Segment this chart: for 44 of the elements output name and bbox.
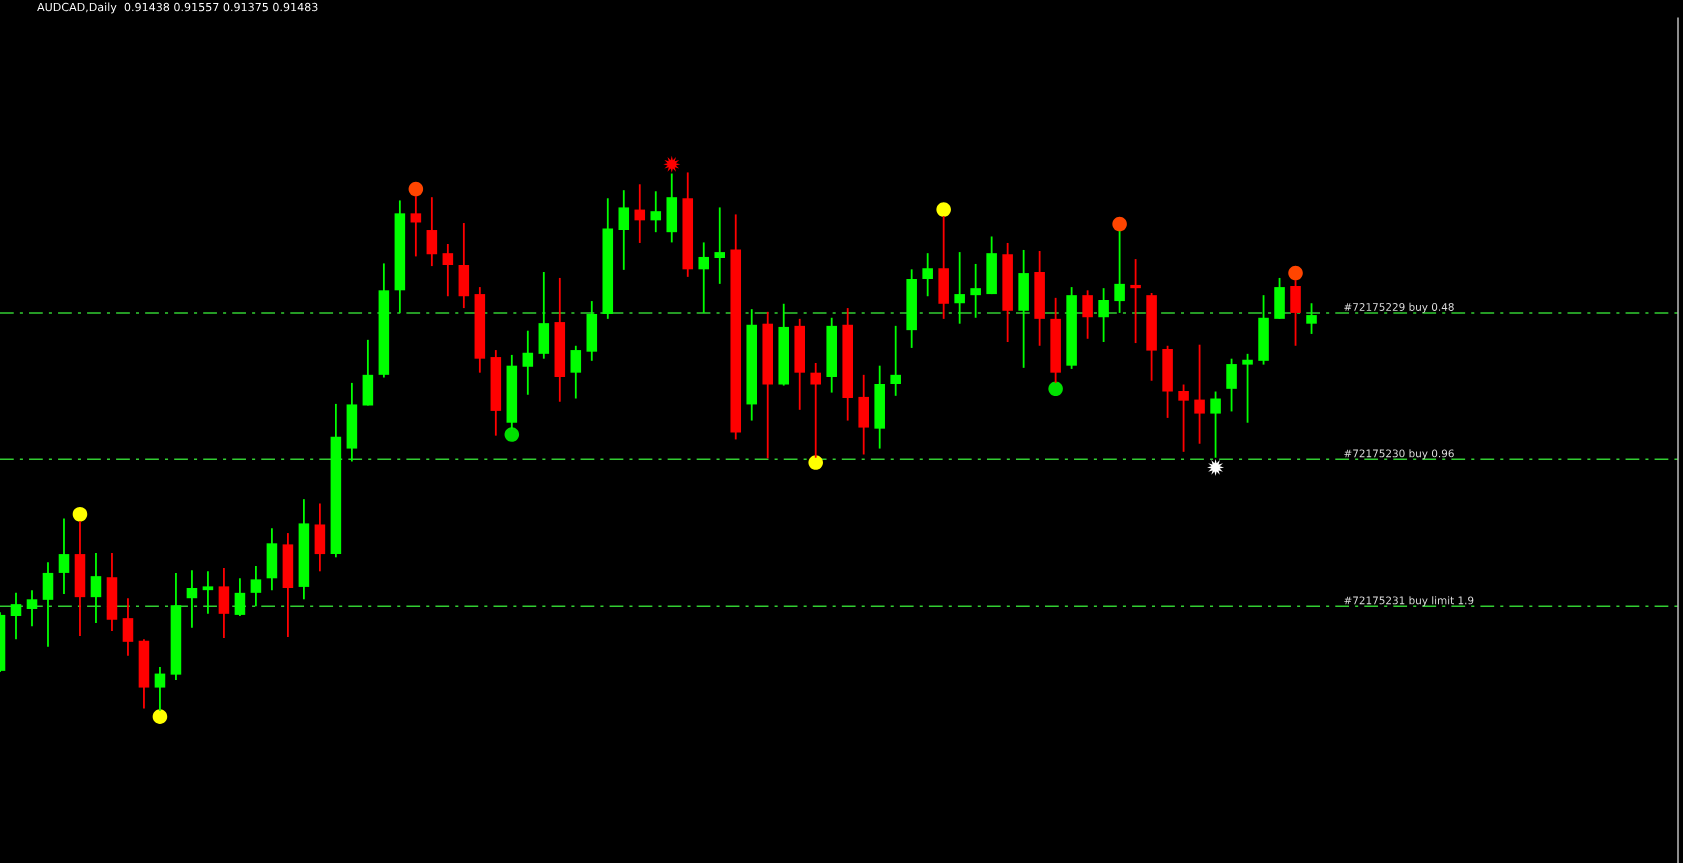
point xyxy=(808,455,823,470)
chart-title: AUDCAD,Daily 0.91438 0.91557 0.91375 0.91483 xyxy=(37,2,318,14)
candlestick xyxy=(1178,383,1189,453)
candlestick xyxy=(1242,352,1253,424)
candlestick xyxy=(90,552,102,624)
candlestick xyxy=(10,591,22,641)
candlestick xyxy=(570,344,582,400)
candlestick xyxy=(250,565,262,608)
point xyxy=(152,709,168,724)
candlestick xyxy=(122,597,134,657)
ref-line-label: #72175229 buy 0.48 xyxy=(1344,302,1454,313)
candlestick xyxy=(202,570,214,615)
ref-line-label: #72175231 buy limit 1.9 xyxy=(1344,596,1474,607)
candlestick xyxy=(522,329,534,396)
candlestick xyxy=(954,251,965,325)
candlestick xyxy=(1098,287,1109,343)
candlestick xyxy=(1306,302,1317,335)
candlestick xyxy=(698,241,710,314)
point xyxy=(1288,265,1303,281)
point xyxy=(408,181,424,197)
candlestick xyxy=(650,190,662,234)
candlestick xyxy=(714,206,726,285)
candlestick xyxy=(618,189,630,271)
point xyxy=(72,506,88,522)
candlestick xyxy=(1082,289,1093,340)
candlestick xyxy=(442,243,454,298)
point xyxy=(1207,458,1225,476)
candlestick xyxy=(1194,343,1205,445)
ref-line-label: #72175230 buy 0.96 xyxy=(1344,449,1454,460)
point xyxy=(504,427,520,442)
candlestick xyxy=(58,517,70,595)
candlestick xyxy=(890,324,901,397)
point xyxy=(1112,216,1127,232)
point xyxy=(936,202,951,217)
candlestick xyxy=(1210,390,1221,459)
candlestick xyxy=(1130,258,1141,344)
candlestick xyxy=(634,183,646,244)
candlestick xyxy=(26,589,38,628)
candlestick xyxy=(234,577,246,617)
point xyxy=(663,155,681,173)
candlestick xyxy=(970,263,981,319)
candlestick xyxy=(922,252,933,298)
candlestick xyxy=(186,569,198,629)
point xyxy=(1048,381,1063,397)
